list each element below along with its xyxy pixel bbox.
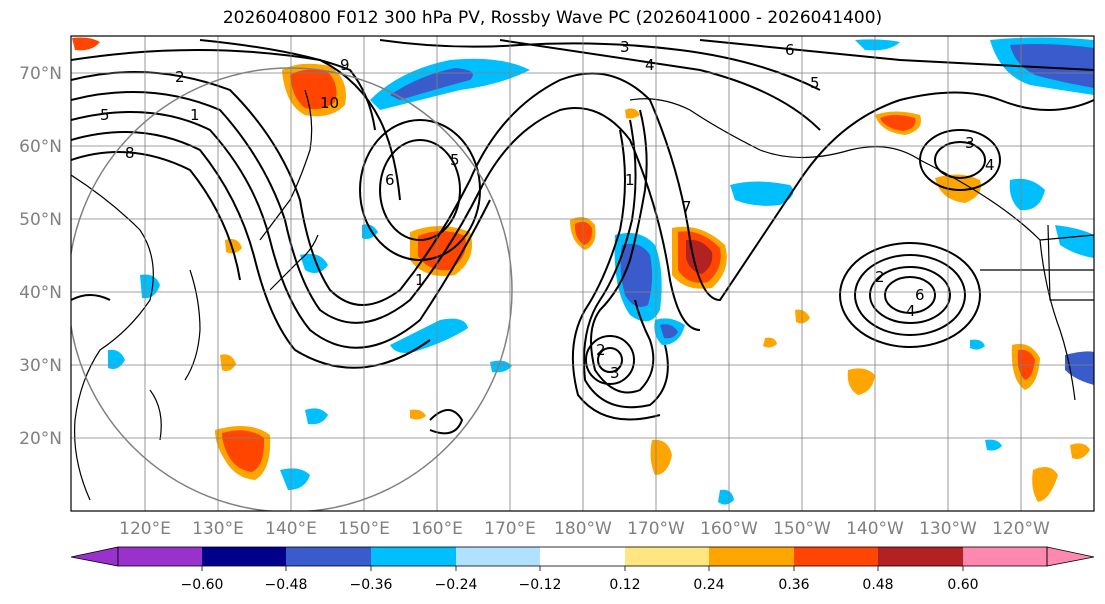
lon-label: 150°E: [338, 519, 390, 539]
colorbar-tick-labels: −0.60 −0.48 −0.36 −0.24 −0.12 0.12 0.24 …: [181, 577, 979, 593]
colorbar-tick-label: 0.36: [778, 577, 809, 593]
lon-label: 160°W: [700, 519, 758, 539]
lat-label: 40°N: [19, 283, 62, 303]
contour-label: 4: [645, 56, 655, 74]
colorbar-segment: [202, 547, 286, 566]
colorbar-tick-label: 0.60: [947, 577, 978, 593]
contour-label: 10: [320, 94, 339, 112]
colorbar-segment: [540, 547, 625, 566]
colorbar-segment: [625, 547, 709, 566]
lon-label: 130°W: [919, 519, 977, 539]
lat-label: 70°N: [19, 64, 62, 84]
contour-label: 8: [125, 144, 135, 162]
colorbar-segment: [286, 547, 371, 566]
lon-label: 120°W: [992, 519, 1050, 539]
colorbar-segment: [963, 547, 1047, 566]
lon-label: 180°W: [554, 519, 612, 539]
reference-circle: [71, 67, 513, 511]
contour-label: 6: [385, 171, 395, 189]
colorbar-tick-label: −0.36: [350, 577, 393, 593]
lat-label: 50°N: [19, 210, 62, 230]
coastlines: [71, 89, 1094, 501]
contour-label: 7: [682, 198, 692, 216]
contour-label: 5: [810, 74, 820, 92]
grid-lines: [71, 36, 1094, 511]
lat-label: 20°N: [19, 429, 62, 449]
contour-label: 4: [985, 156, 995, 174]
colorbar-segment: [878, 547, 963, 566]
colorbar-segment: [709, 547, 794, 566]
contour-label: 9: [340, 56, 350, 74]
contour-label: 5: [450, 151, 460, 169]
longitude-labels: 120°E 130°E 140°E 150°E 160°E 170°E 180°…: [119, 519, 1050, 539]
contour-label: 2: [596, 341, 606, 359]
contour-label: 3: [965, 134, 975, 152]
pv-contours: [71, 39, 1094, 435]
lon-label: 130°E: [192, 519, 244, 539]
colorbar-tick-label: −0.24: [435, 577, 478, 593]
lon-label: 140°E: [265, 519, 317, 539]
lat-label: 30°N: [19, 356, 62, 376]
contour-label: 3: [610, 364, 620, 382]
map-frame: [70, 35, 1095, 512]
colorbar-extend-right: [1046, 546, 1095, 567]
colorbar-segment: [456, 547, 540, 566]
lat-label: 60°N: [19, 137, 62, 157]
colorbar-segment: [794, 547, 878, 566]
contour-label: 5: [100, 106, 110, 124]
colorbar: −0.60 −0.48 −0.36 −0.24 −0.12 0.12 0.24 …: [70, 546, 1095, 593]
contour-label: 2: [175, 68, 185, 86]
colorbar-segment: [118, 547, 202, 566]
contour-labels: 3 6 9 4 5 1 2 10 1 5 6 7 8 2 3 4 5 6 1 2…: [100, 38, 995, 382]
lon-label: 120°E: [119, 519, 171, 539]
colorbar-frame: [117, 546, 1048, 567]
contour-label: 4: [906, 302, 916, 320]
lon-label: 170°E: [484, 519, 536, 539]
colorbar-tick-label: −0.12: [519, 577, 562, 593]
latitude-labels: 70°N 60°N 50°N 40°N 30°N 20°N: [19, 64, 62, 449]
lon-label: 160°E: [411, 519, 463, 539]
lon-label: 140°W: [846, 519, 904, 539]
contour-label: 6: [785, 41, 795, 59]
contour-label: 1: [190, 106, 200, 124]
contour-label: 1: [415, 271, 425, 289]
contour-label: 3: [620, 38, 630, 56]
colorbar-tick-label: 0.48: [862, 577, 893, 593]
lon-label: 150°W: [773, 519, 831, 539]
contour-label: 1: [625, 171, 635, 189]
map-canvas: 3 6 9 4 5 1 2 10 1 5 6 7 8 2 3 4 5 6 1 2…: [71, 36, 1094, 511]
colorbar-tick-label: 0.12: [609, 577, 640, 593]
contour-label: 2: [875, 268, 885, 286]
colorbar-ticks: [201, 566, 964, 571]
colorbar-tick-label: −0.60: [181, 577, 224, 593]
lon-label: 170°W: [627, 519, 685, 539]
contour-label: 6: [915, 286, 925, 304]
colorbar-segment: [371, 547, 456, 566]
colorbar-tick-label: −0.48: [265, 577, 308, 593]
pv-anomaly-shading: [72, 37, 1094, 505]
map-title: 2026040800 F012 300 hPa PV, Rossby Wave …: [222, 8, 883, 28]
colorbar-tick-label: 0.24: [693, 577, 724, 593]
colorbar-extend-left: [70, 546, 119, 567]
